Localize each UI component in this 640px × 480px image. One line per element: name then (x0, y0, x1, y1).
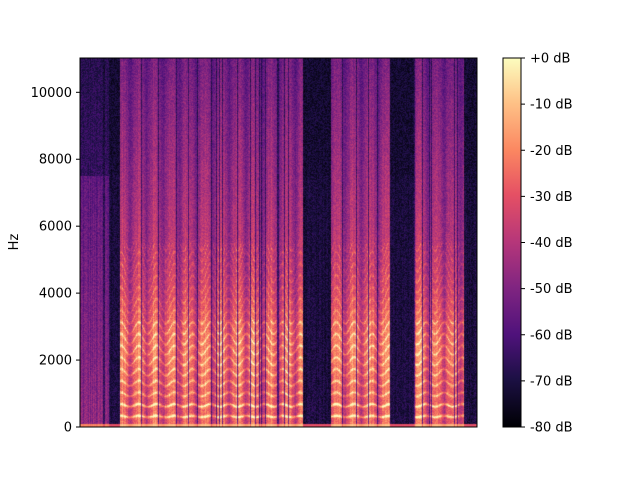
colorbar (503, 58, 521, 427)
spectrogram-image (80, 58, 477, 427)
y-tick-label: 4000 (39, 287, 72, 302)
colorbar-tick-label: -70 dB (530, 374, 573, 389)
colorbar-tick-label: -10 dB (530, 98, 573, 113)
colorbar-tick-label: +0 dB (530, 52, 570, 67)
y-axis: 0 2000 4000 6000 8000 10000 (31, 86, 80, 436)
colorbar-tick-label: -50 dB (530, 282, 573, 297)
y-tick-label: 0 (64, 421, 72, 436)
colorbar-tick-label: -60 dB (530, 328, 573, 343)
plot-frame (79, 57, 478, 428)
colorbar-tick-label: -30 dB (530, 190, 573, 205)
y-axis-label: Hz (7, 234, 22, 251)
colorbar-tick-label: -20 dB (530, 144, 573, 159)
y-tick-label: 6000 (39, 220, 72, 235)
colorbar-axis: +0 dB -10 dB -20 dB -30 dB -40 dB -50 dB -60 d… (521, 52, 573, 436)
colorbar-tick-label: -40 dB (530, 236, 573, 251)
y-tick-label: 10000 (31, 86, 72, 101)
y-tick-label: 8000 (39, 153, 72, 168)
y-tick-label: 2000 (39, 354, 72, 369)
colorbar-tick-label: -80 dB (530, 421, 573, 436)
